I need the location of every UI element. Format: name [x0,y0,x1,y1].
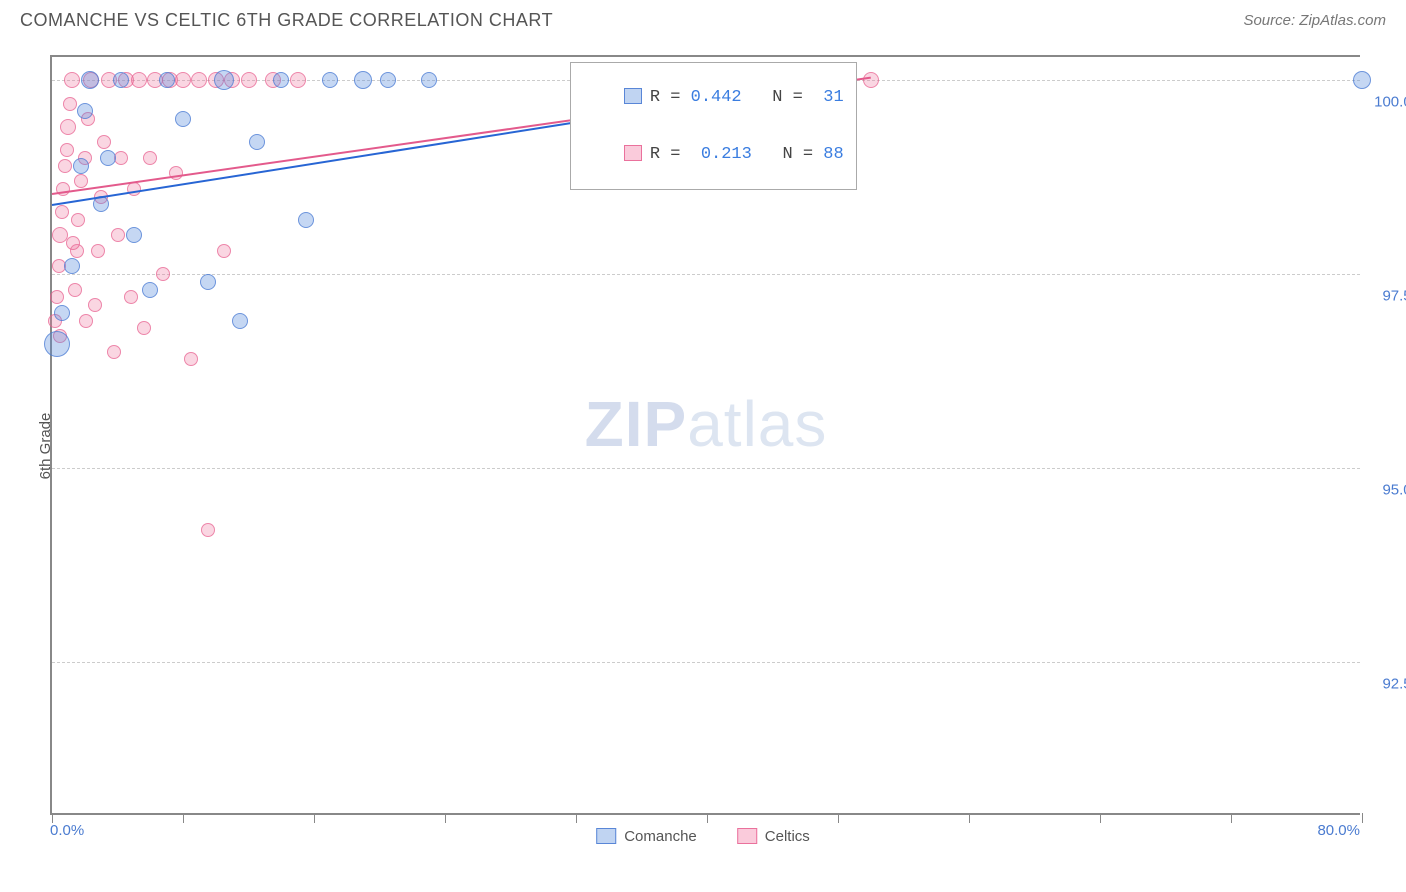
scatter-point [191,72,207,88]
scatter-point [71,213,85,227]
x-axis-max-label: 80.0% [1317,822,1360,839]
scatter-point [421,72,437,88]
scatter-point [79,314,93,328]
source-attribution: Source: ZipAtlas.com [1243,12,1386,29]
scatter-point [68,283,82,297]
scatter-point [1353,71,1371,89]
scatter-point [184,352,198,366]
scatter-point [156,267,170,281]
scatter-point [217,244,231,258]
scatter-point [73,158,89,174]
x-tick [1100,813,1101,823]
scatter-point [232,313,248,329]
scatter-point [50,290,64,304]
gridline [52,274,1360,275]
scatter-point [863,72,879,88]
x-tick [707,813,708,823]
scatter-point [60,119,76,135]
x-tick [183,813,184,823]
scatter-point [111,228,125,242]
scatter-point [290,72,306,88]
scatter-point [60,143,74,157]
scatter-point [64,72,80,88]
scatter-point [214,70,234,90]
scatter-point [107,345,121,359]
scatter-point [64,258,80,274]
scatter-point [131,72,147,88]
x-tick [838,813,839,823]
stats-row-comanche: R = 0.442 N = 31 [583,69,844,126]
scatter-point [354,71,372,89]
scatter-point [298,212,314,228]
stats-row-celtics: R = 0.213 N = 88 [583,126,844,183]
scatter-point [44,331,70,357]
scatter-point [169,166,183,180]
scatter-point [88,298,102,312]
scatter-point [91,244,105,258]
x-tick [576,813,577,823]
scatter-point [249,134,265,150]
y-tick-label: 92.5% [1365,675,1406,692]
celtics-swatch-icon [624,145,642,161]
scatter-point [81,71,99,89]
x-tick [314,813,315,823]
chart-title: COMANCHE VS CELTIC 6TH GRADE CORRELATION… [20,10,553,31]
scatter-point [100,150,116,166]
scatter-point [241,72,257,88]
scatter-point [63,97,77,111]
scatter-point [77,103,93,119]
scatter-point [143,151,157,165]
x-tick [969,813,970,823]
scatter-point [200,274,216,290]
legend-item-celtics: Celtics [737,828,810,845]
scatter-point [66,236,80,250]
x-tick [445,813,446,823]
scatter-point [380,72,396,88]
scatter-point [322,72,338,88]
correlation-stats-box: R = 0.442 N = 31 R = 0.213 N = 88 [570,62,857,190]
x-tick [1231,813,1232,823]
bottom-legend: Comanche Celtics [596,828,810,845]
scatter-point [58,159,72,173]
scatter-point [175,111,191,127]
scatter-point [201,523,215,537]
scatter-point [124,290,138,304]
scatter-point [97,135,111,149]
scatter-point [113,72,129,88]
scatter-point [74,174,88,188]
legend-item-comanche: Comanche [596,828,697,845]
x-axis-min-label: 0.0% [50,822,84,839]
scatter-point [54,305,70,321]
gridline [52,468,1360,469]
scatter-point [175,72,191,88]
scatter-point [114,151,128,165]
comanche-legend-swatch-icon [596,828,616,844]
scatter-point [137,321,151,335]
comanche-swatch-icon [624,88,642,104]
x-tick [1362,813,1363,823]
scatter-point [159,72,175,88]
watermark: ZIPatlas [585,387,828,461]
y-tick-label: 95.0% [1365,482,1406,499]
scatter-point [273,72,289,88]
scatter-point [142,282,158,298]
scatter-point [126,227,142,243]
y-tick-label: 97.5% [1365,288,1406,305]
celtics-legend-swatch-icon [737,828,757,844]
scatter-point [55,205,69,219]
gridline [52,662,1360,663]
y-tick-label: 100.0% [1365,94,1406,111]
